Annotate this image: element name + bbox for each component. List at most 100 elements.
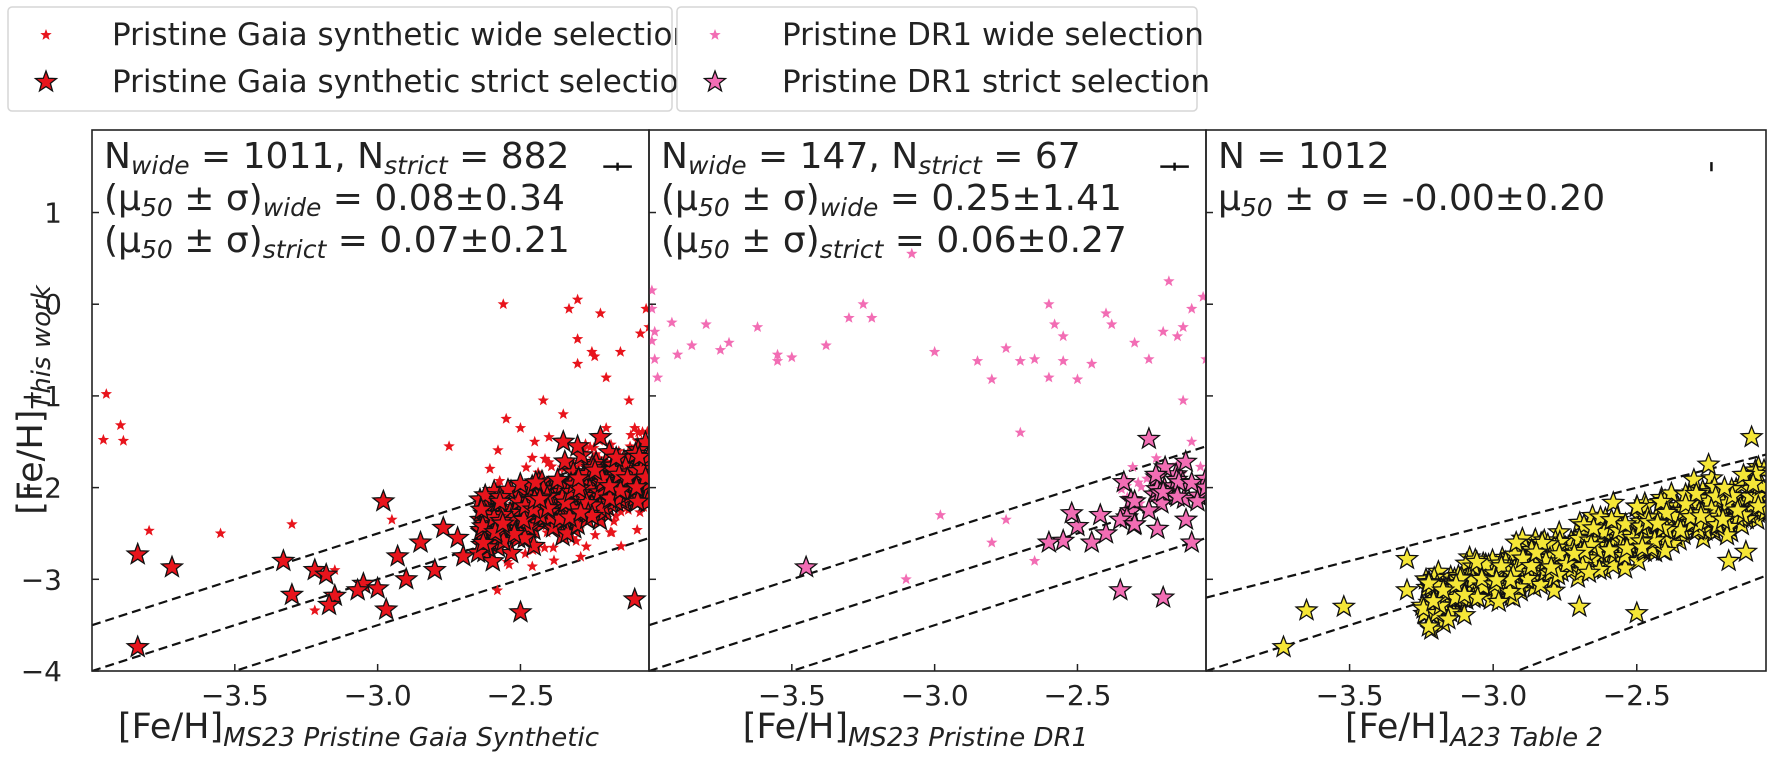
data-point — [1048, 318, 1061, 330]
data-point — [143, 524, 155, 536]
data-point — [557, 408, 569, 420]
panel-dr1-points — [649, 247, 1206, 609]
data-point — [624, 474, 649, 498]
data-point — [316, 592, 342, 616]
data-point — [594, 307, 607, 319]
data-point — [634, 327, 647, 339]
data-point — [600, 422, 612, 433]
data-point — [545, 467, 570, 491]
data-point — [1088, 502, 1113, 526]
data-point — [445, 525, 470, 549]
panel-a23-frame — [1205, 129, 1767, 672]
data-point — [1529, 530, 1555, 554]
panel-gaia-stats: Nwide = 1011, Nstrict = 882(μ50 ± σ)wide… — [104, 136, 570, 264]
data-point — [1134, 497, 1146, 509]
stat-line-1: μ50 ± σ = -0.00±0.20 — [1218, 178, 1605, 222]
data-point — [666, 316, 678, 328]
data-point — [309, 604, 321, 616]
data-point — [1177, 321, 1189, 332]
data-point — [771, 348, 784, 360]
data-point — [1443, 571, 1469, 595]
data-point — [625, 488, 649, 513]
legend-star-marker — [40, 29, 52, 40]
data-point — [1554, 551, 1579, 575]
stat-text: = 0.25±1.41 — [878, 178, 1122, 219]
data-point — [1197, 290, 1206, 302]
data-point — [508, 599, 533, 623]
stat-text: = 67 — [982, 136, 1081, 177]
data-point — [1143, 462, 1169, 486]
legend-dr1: Pristine DR1 wide selection Pristine DR1… — [676, 6, 1210, 112]
data-point — [1136, 497, 1162, 521]
legend-star-marker — [702, 69, 728, 93]
data-point — [906, 247, 918, 259]
data-point — [631, 523, 643, 535]
data-point — [1143, 353, 1155, 365]
data-point — [1484, 567, 1509, 591]
data-point — [600, 371, 612, 383]
data-point — [570, 535, 582, 546]
data-point — [643, 321, 649, 332]
data-point — [1108, 577, 1133, 601]
data-point — [1539, 554, 1564, 578]
stat-text: = 882 — [448, 136, 570, 177]
data-point — [537, 394, 549, 406]
data-point — [1624, 493, 1650, 518]
data-point — [1416, 613, 1442, 637]
data-point — [700, 318, 712, 330]
data-point — [365, 575, 390, 599]
data-point — [1464, 549, 1490, 573]
panel-dr1-x-axis-label: [Fe/H]MS23 Pristine DR1 — [743, 707, 1088, 753]
data-point — [1071, 373, 1084, 385]
data-point — [322, 582, 348, 607]
panel-a23-x-axis-label: [Fe/H]A23 Table 2 — [1345, 707, 1603, 753]
data-point — [1452, 602, 1477, 626]
data-point — [571, 333, 584, 344]
x-tick-label: −2.5 — [1603, 679, 1671, 712]
data-point — [1394, 577, 1420, 601]
data-point — [487, 488, 513, 513]
data-point — [1452, 582, 1477, 606]
stat-text: N = 1012 — [1218, 136, 1390, 177]
data-point — [551, 428, 576, 453]
x-tick-label: −3.0 — [901, 679, 969, 712]
stat-subscript: wide — [263, 193, 322, 222]
data-point — [651, 371, 664, 383]
data-point — [494, 475, 506, 486]
data-point — [1171, 330, 1184, 342]
data-point — [1519, 553, 1544, 577]
data-point — [1416, 570, 1442, 594]
data-point — [543, 431, 555, 442]
data-point — [1043, 371, 1055, 383]
legend-gaia-strict-label: Pristine Gaia synthetic strict selection — [112, 64, 698, 100]
legend-dr1-wide-label: Pristine DR1 wide selection — [782, 17, 1204, 53]
stat-text: ± σ) — [730, 220, 820, 261]
data-point — [1200, 353, 1206, 365]
data-point — [614, 345, 627, 357]
stat-text: ± σ) — [173, 178, 263, 219]
data-point — [526, 451, 538, 463]
data-point — [526, 560, 538, 572]
data-point — [1028, 353, 1041, 365]
y-tick-label: 0 — [44, 288, 62, 321]
y-tick-label: −1 — [21, 380, 62, 413]
data-point — [1150, 479, 1176, 503]
dashed-line-0 — [1206, 453, 1766, 599]
data-point — [473, 482, 498, 506]
data-point — [1714, 522, 1740, 546]
data-point — [563, 302, 575, 314]
legend-star-marker — [33, 69, 59, 93]
stat-subscript: 50 — [1241, 193, 1273, 222]
data-point — [1179, 470, 1204, 494]
stat-line-0: Nwide = 147, Nstrict = 67 — [661, 136, 1081, 180]
data-point — [497, 298, 509, 310]
data-point — [1106, 318, 1118, 330]
data-point — [1469, 566, 1494, 590]
data-point — [714, 344, 727, 355]
data-point — [492, 444, 504, 456]
stat-subscript: strict — [384, 151, 449, 180]
data-point — [786, 351, 798, 363]
y-tick-label: −2 — [21, 472, 62, 505]
x-tick-label: −3.5 — [758, 679, 826, 712]
